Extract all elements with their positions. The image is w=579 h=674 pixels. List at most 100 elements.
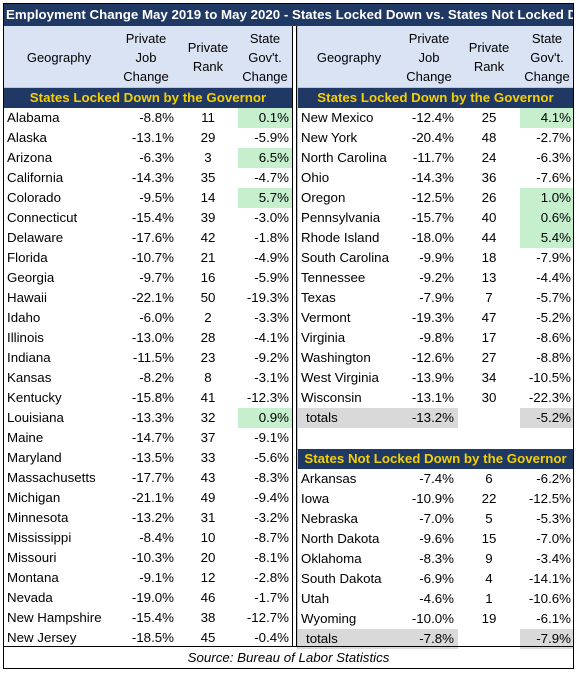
state-gov-change-value: -6.2% bbox=[536, 471, 571, 486]
private-rank-value: 25 bbox=[481, 110, 497, 125]
private-job-change-value: -13.1% bbox=[411, 390, 454, 405]
private-job-change-value: -9.1% bbox=[139, 570, 174, 585]
state-name: Washington bbox=[301, 350, 371, 365]
state-name: Kansas bbox=[7, 370, 52, 385]
private-rank-value: 46 bbox=[200, 590, 216, 605]
private-rank-value: 29 bbox=[200, 130, 216, 145]
state-gov-change-value: -3.0% bbox=[254, 210, 289, 225]
state-gov-change-value: -4.4% bbox=[536, 270, 571, 285]
state-name: Virginia bbox=[301, 330, 346, 345]
table-row: Arkansas -7.4% 6 -6.2% bbox=[298, 469, 573, 489]
private-job-change-value: -6.3% bbox=[139, 150, 174, 165]
state-name: Maine bbox=[7, 430, 44, 445]
table-row: Missouri -10.3% 20 -8.1% bbox=[4, 548, 292, 568]
private-job-change-value: -15.4% bbox=[131, 210, 174, 225]
table-row: Delaware -17.6% 42 -1.8% bbox=[4, 228, 292, 248]
table-row: Hawaii -22.1% 50 -19.3% bbox=[4, 288, 292, 308]
state-gov-change-value: -7.0% bbox=[536, 531, 571, 546]
table-row: Florida -10.7% 21 -4.9% bbox=[4, 248, 292, 268]
state-gov-change-value: -5.3% bbox=[536, 511, 571, 526]
state-name: New Hampshire bbox=[7, 610, 102, 625]
table-row: Idaho -6.0% 2 -3.3% bbox=[4, 308, 292, 328]
state-gov-change-value: -22.3% bbox=[528, 390, 571, 405]
private-job-change-value: -13.5% bbox=[131, 450, 174, 465]
state-gov-change-value: -5.9% bbox=[254, 270, 289, 285]
state-name: New York bbox=[301, 130, 358, 145]
table-row: Vermont -19.3% 47 -5.2% bbox=[298, 308, 573, 328]
table-row: Oregon -12.5% 26 1.0% bbox=[298, 188, 573, 208]
private-rank-value: 11 bbox=[201, 110, 215, 125]
right-locked-section-title: States Locked Down by the Governor bbox=[298, 88, 573, 108]
table-row: Nebraska -7.0% 5 -5.3% bbox=[298, 509, 573, 529]
totals-private-job-change: -7.8% bbox=[400, 629, 458, 649]
state-name: Iowa bbox=[301, 491, 330, 506]
state-gov-change-value: -9.4% bbox=[254, 490, 289, 505]
totals-private-job-change: -13.2% bbox=[400, 408, 458, 428]
private-job-change-value: -9.6% bbox=[419, 531, 454, 546]
private-job-change-value: -10.3% bbox=[131, 550, 174, 565]
private-rank-value: 26 bbox=[481, 190, 497, 205]
table-row: Mississippi -8.4% 10 -8.7% bbox=[4, 528, 292, 548]
private-job-change-value: -22.1% bbox=[131, 290, 174, 305]
state-gov-change-value: -19.3% bbox=[246, 290, 289, 305]
table-row: Colorado -9.5% 14 5.7% bbox=[4, 188, 292, 208]
state-name: New Mexico bbox=[301, 110, 374, 125]
private-job-change-value: -4.6% bbox=[419, 591, 454, 606]
state-name: Massachusetts bbox=[7, 470, 96, 485]
private-rank-value: 50 bbox=[200, 290, 216, 305]
table-row: Utah -4.6% 1 -10.6% bbox=[298, 589, 573, 609]
private-job-change-value: -7.4% bbox=[419, 471, 454, 486]
private-rank-value: 7 bbox=[485, 290, 493, 305]
private-job-change-value: -17.6% bbox=[131, 230, 174, 245]
table-row: Tennessee -9.2% 13 -4.4% bbox=[298, 268, 573, 288]
state-name: Nebraska bbox=[301, 511, 358, 526]
private-job-change-value: -13.9% bbox=[411, 370, 454, 385]
state-gov-change-value: -6.1% bbox=[536, 611, 571, 626]
table-row: Alabama -8.8% 11 0.1% bbox=[4, 108, 292, 128]
state-name: Louisiana bbox=[7, 410, 64, 425]
state-gov-change-value: 1.0% bbox=[520, 188, 573, 208]
table-row: North Dakota -9.6% 15 -7.0% bbox=[298, 529, 573, 549]
private-job-change-value: -10.9% bbox=[411, 491, 454, 506]
state-gov-change-value: 6.5% bbox=[238, 148, 292, 168]
private-rank-value: 12 bbox=[200, 570, 216, 585]
private-job-change-value: -14.3% bbox=[131, 170, 174, 185]
private-rank-value: 42 bbox=[200, 230, 216, 245]
state-name: Tennessee bbox=[301, 270, 366, 285]
state-name: Oklahoma bbox=[301, 551, 362, 566]
left-section-title: States Locked Down by the Governor bbox=[4, 88, 292, 108]
table-row: New Jersey -18.5% 45 -0.4% bbox=[4, 628, 292, 648]
private-rank-value: 28 bbox=[200, 330, 216, 345]
table-row: Oklahoma -8.3% 9 -3.4% bbox=[298, 549, 573, 569]
private-job-change-value: -8.8% bbox=[139, 110, 174, 125]
state-name: Connecticut bbox=[7, 210, 78, 225]
state-name: Mississippi bbox=[7, 530, 72, 545]
state-name: North Dakota bbox=[301, 531, 380, 546]
table-row: Texas -7.9% 7 -5.7% bbox=[298, 288, 573, 308]
private-rank-value: 19 bbox=[481, 611, 497, 626]
totals-row: totals -7.8% -7.9% bbox=[298, 629, 573, 649]
table-row: Michigan -21.1% 49 -9.4% bbox=[4, 488, 292, 508]
table-row: Illinois -13.0% 28 -4.1% bbox=[4, 328, 292, 348]
private-rank-value: 6 bbox=[485, 471, 493, 486]
private-job-change-value: -9.9% bbox=[419, 250, 454, 265]
private-job-change-value: -15.8% bbox=[131, 390, 174, 405]
private-job-change-value: -12.6% bbox=[411, 350, 454, 365]
private-job-change-value: -12.4% bbox=[411, 110, 454, 125]
state-name: Texas bbox=[301, 290, 336, 305]
private-rank-value: 40 bbox=[481, 210, 497, 225]
state-gov-change-value: -1.8% bbox=[254, 230, 289, 245]
private-job-change-value: -6.0% bbox=[139, 310, 174, 325]
table-row: New Hampshire -15.4% 38 -12.7% bbox=[4, 608, 292, 628]
table-title: Employment Change May 2019 to May 2020 -… bbox=[4, 4, 573, 26]
table-row: Kentucky -15.8% 41 -12.3% bbox=[4, 388, 292, 408]
state-name: Kentucky bbox=[7, 390, 62, 405]
table-row: Montana -9.1% 12 -2.8% bbox=[4, 568, 292, 588]
state-gov-change-value: -3.3% bbox=[254, 310, 289, 325]
column-divider bbox=[292, 26, 297, 646]
private-rank-value: 44 bbox=[481, 230, 497, 245]
private-rank-value: 47 bbox=[481, 310, 497, 325]
private-rank-value: 21 bbox=[200, 250, 216, 265]
state-gov-change-value: 0.6% bbox=[520, 208, 573, 228]
private-rank-value: 5 bbox=[485, 511, 493, 526]
